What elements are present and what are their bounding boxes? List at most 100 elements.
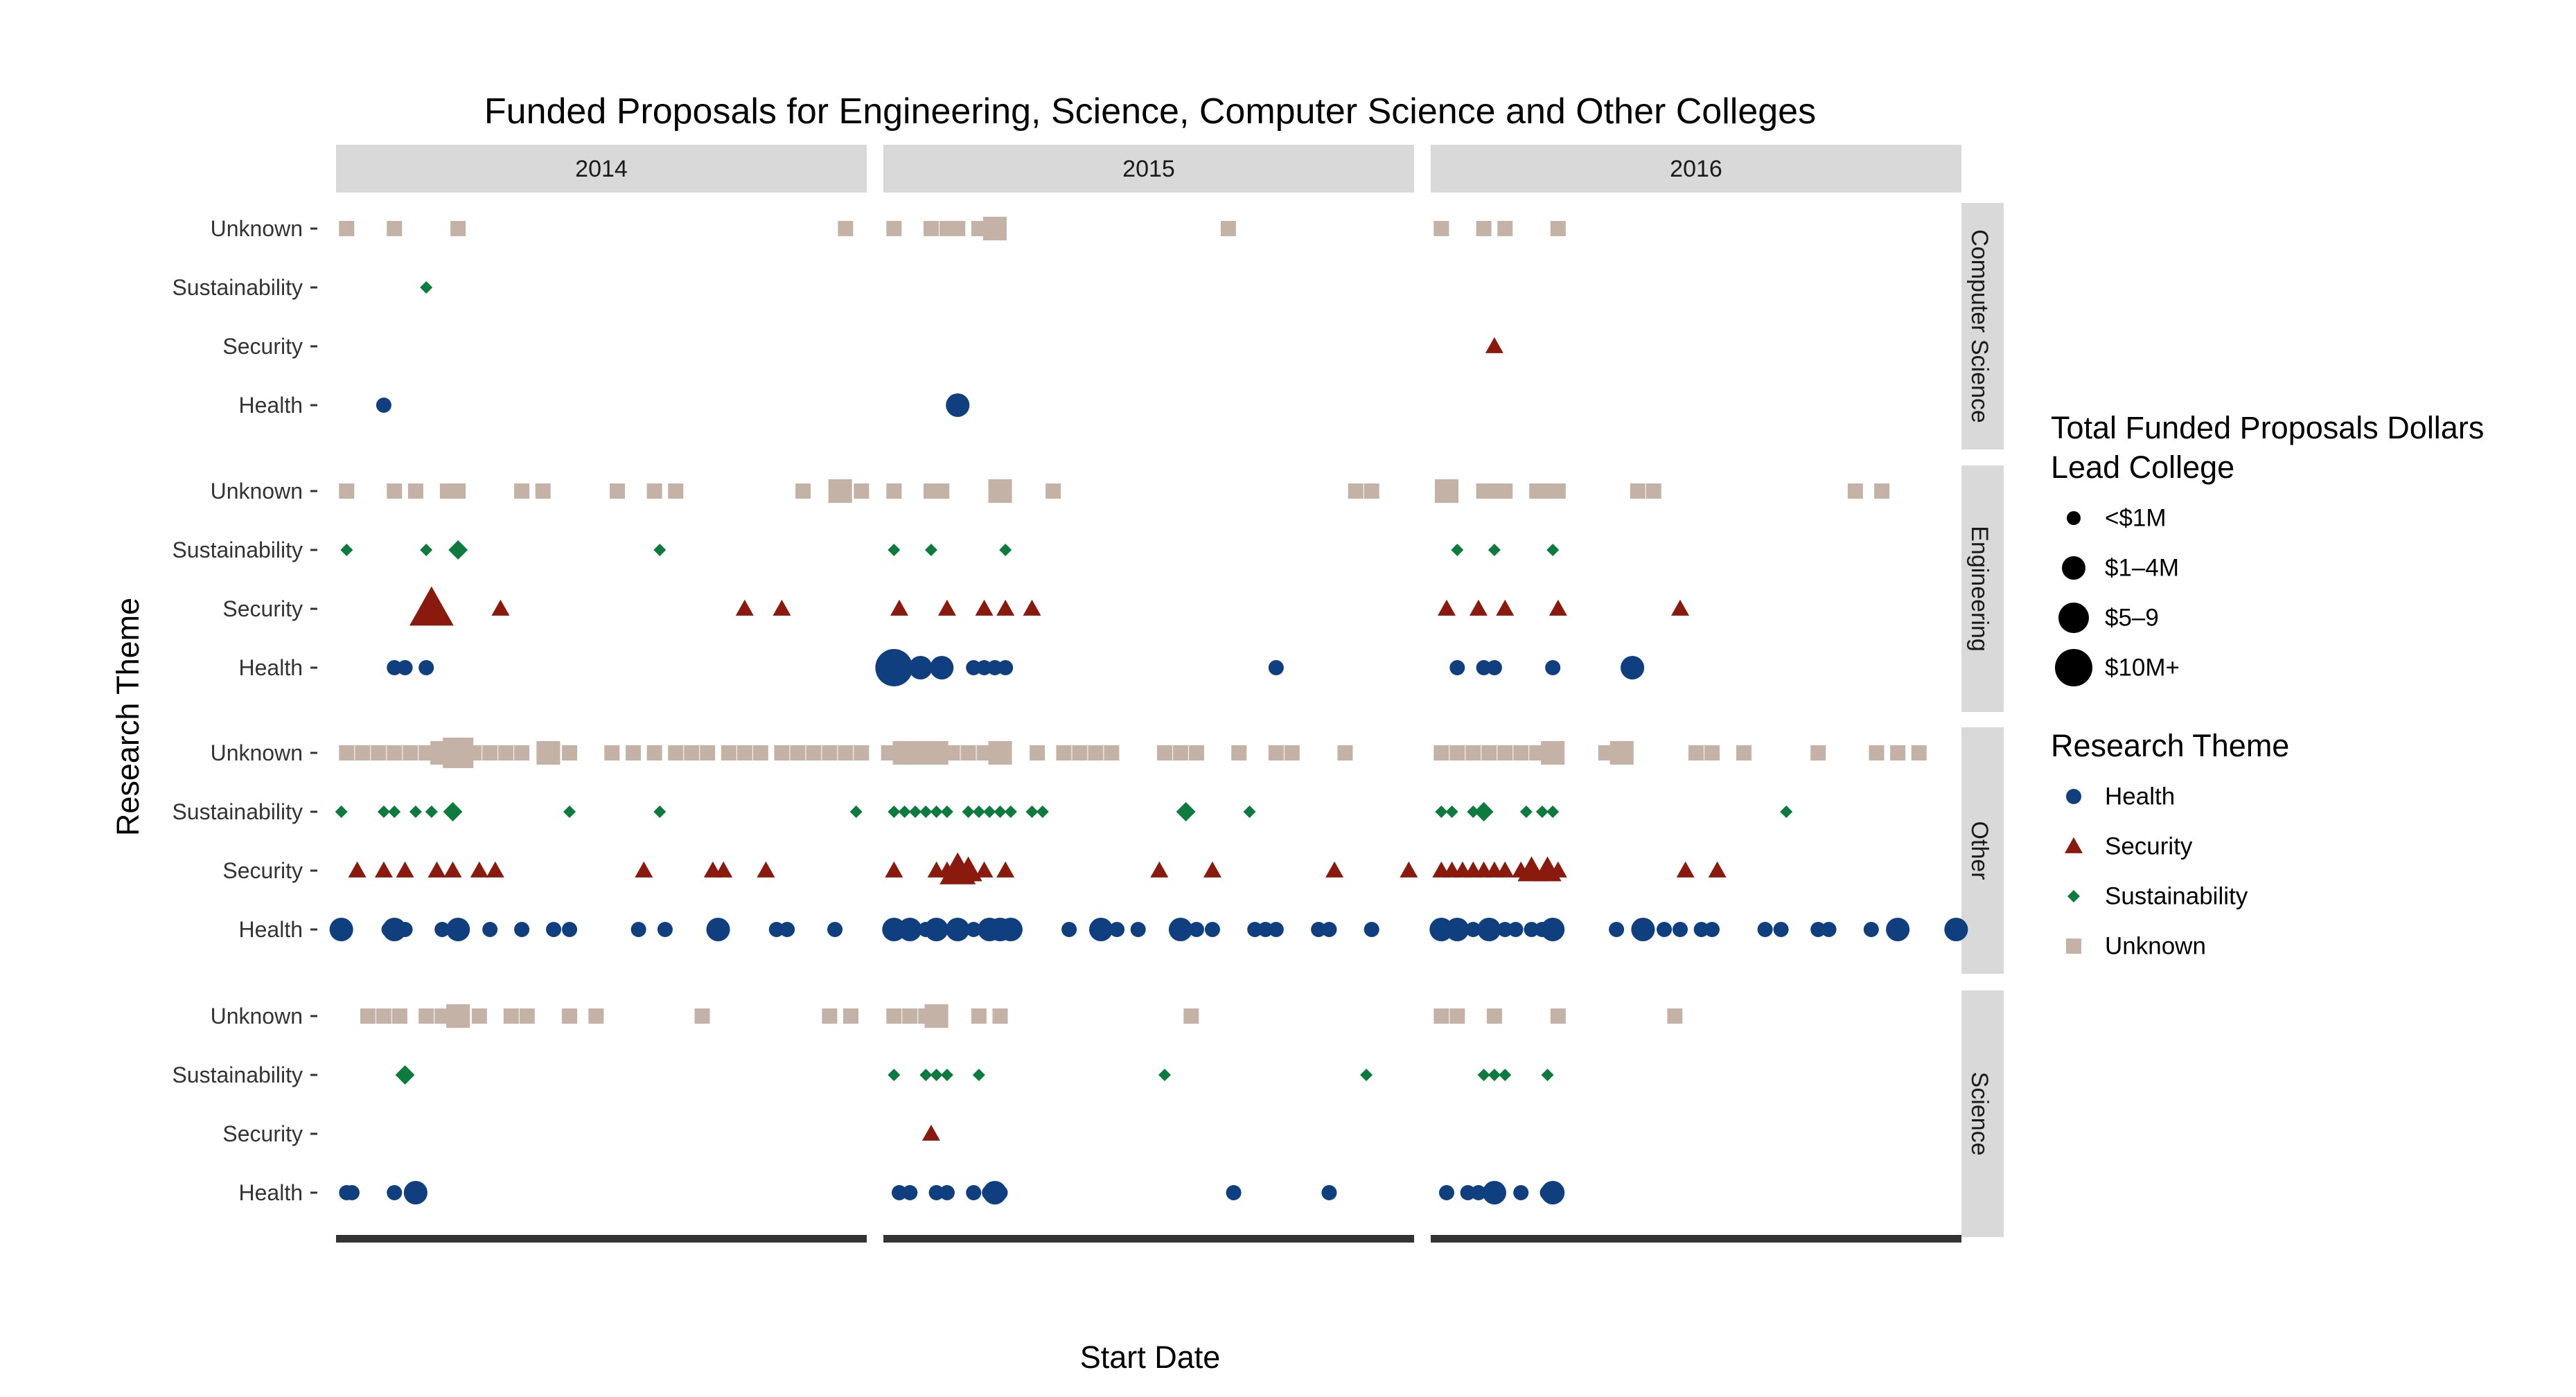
data-point [1550, 1008, 1566, 1024]
panel-2014-engineering [336, 465, 867, 712]
data-point [1268, 745, 1284, 760]
data-point [635, 861, 653, 878]
data-point [1023, 599, 1041, 616]
y-tick-label-security: Security [222, 858, 303, 883]
data-point [822, 745, 838, 760]
row-strip-label-engineering: Engineering [1966, 526, 1993, 651]
data-point [427, 861, 446, 878]
size-legend-label: <$1M [2105, 505, 2167, 532]
data-point [348, 861, 367, 878]
data-point [443, 802, 463, 821]
data-point [1360, 1069, 1373, 1081]
data-point [1030, 745, 1046, 760]
theme-legend-key-sustainability [2067, 890, 2080, 902]
chart-title: Funded Proposals for Engineering, Scienc… [484, 91, 1816, 132]
data-point [514, 922, 530, 937]
data-point [1549, 599, 1567, 616]
data-point [972, 1069, 985, 1081]
data-point [425, 806, 438, 818]
data-point [653, 806, 667, 818]
data-point [409, 586, 454, 626]
data-point [924, 544, 937, 556]
data-point [450, 221, 466, 236]
data-point [902, 1185, 918, 1200]
data-point [886, 483, 902, 499]
data-point [954, 856, 982, 882]
data-point [1247, 922, 1263, 937]
data-point [1598, 745, 1614, 760]
data-point [1258, 922, 1273, 937]
data-point [1243, 806, 1256, 818]
data-point [409, 806, 422, 818]
data-point [962, 806, 975, 818]
data-point [1621, 655, 1645, 680]
data-point [768, 922, 784, 937]
data-point [854, 483, 870, 499]
data-point [838, 745, 854, 760]
data-point [1529, 745, 1545, 760]
data-point [1321, 1185, 1337, 1200]
data-point [946, 917, 970, 942]
data-point [924, 1004, 949, 1029]
data-point [1465, 745, 1481, 760]
data-point [397, 660, 413, 675]
data-point [1541, 1069, 1554, 1081]
data-point [344, 1185, 360, 1200]
data-point [923, 221, 939, 236]
data-point [806, 745, 822, 760]
data-point [1496, 861, 1515, 878]
data-point [1513, 745, 1529, 760]
data-point [562, 922, 578, 937]
data-point [1434, 479, 1459, 504]
data-point [881, 745, 897, 760]
panel-2016-computer-science [1431, 203, 1961, 450]
data-point [774, 745, 790, 760]
size-legend-label: $5–9 [2105, 605, 2159, 632]
data-point [604, 745, 620, 760]
data-point [443, 861, 462, 878]
data-point [966, 1185, 982, 1200]
data-point [1400, 861, 1418, 878]
data-point [706, 917, 730, 942]
data-point [1545, 660, 1561, 675]
y-tick-label-health: Health [239, 393, 303, 418]
data-point [752, 745, 768, 760]
data-point [987, 660, 1003, 675]
data-point [971, 221, 987, 236]
data-point [1183, 1008, 1199, 1024]
theme-legend-label: Sustainability [2105, 883, 2248, 910]
data-point [1890, 745, 1906, 760]
data-point [1488, 1069, 1501, 1081]
theme-legend-key-security [2065, 837, 2083, 853]
data-point [1546, 806, 1560, 818]
data-point [1676, 861, 1695, 878]
data-point [387, 745, 403, 760]
data-point [888, 1069, 901, 1081]
data-point [1130, 922, 1146, 937]
data-point [1671, 599, 1690, 616]
data-point [721, 745, 736, 760]
data-point [930, 806, 943, 818]
data-point [1497, 922, 1513, 937]
data-point [371, 745, 387, 760]
data-point [434, 922, 450, 937]
data-point [902, 1008, 918, 1024]
data-point [966, 922, 982, 937]
data-point [1433, 745, 1449, 760]
data-point [1773, 922, 1789, 937]
data-point [434, 1008, 450, 1024]
data-point [972, 806, 985, 818]
data-point [998, 660, 1014, 675]
data-point [1104, 745, 1120, 760]
data-point [355, 745, 371, 760]
y-tick-label-health: Health [239, 655, 303, 680]
data-point [1226, 1185, 1242, 1200]
data-point [1150, 861, 1169, 878]
panel-2015-computer-science [883, 203, 1414, 450]
data-point [1176, 802, 1196, 821]
facet-panels [336, 203, 1961, 1237]
size-legend-title-line1: Total Funded Proposals Dollars [2051, 410, 2484, 445]
data-point [1486, 660, 1502, 675]
data-point [646, 483, 662, 499]
data-point [535, 483, 551, 499]
